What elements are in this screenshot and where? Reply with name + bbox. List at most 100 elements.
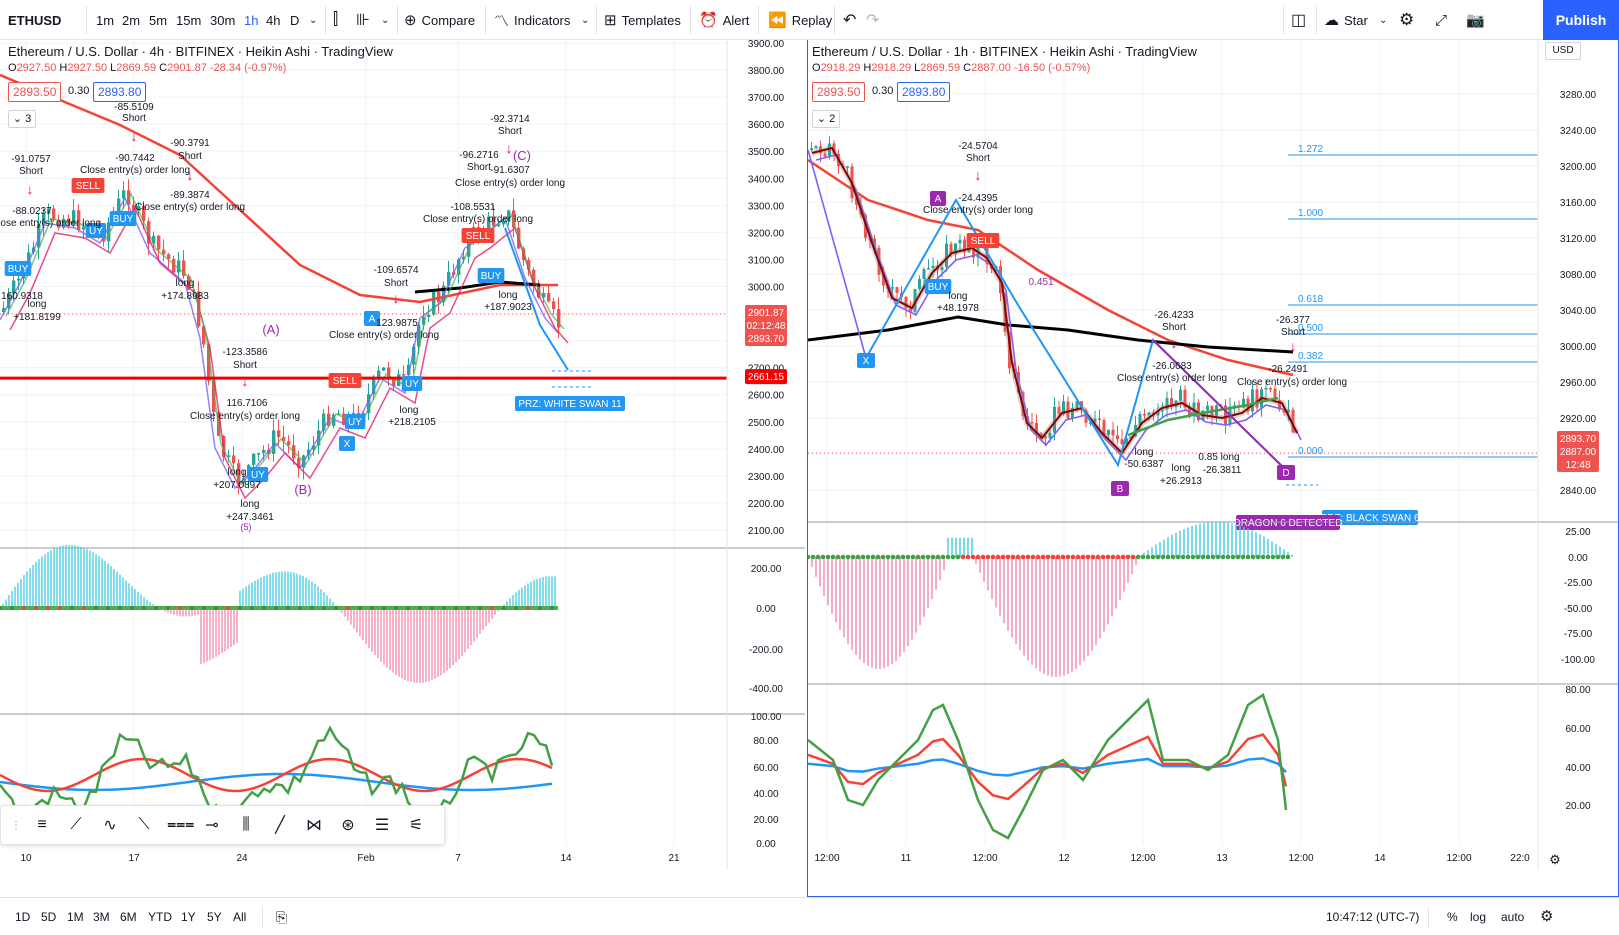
undo-icon[interactable]: ↶ [843, 12, 857, 29]
strategy-annotation: -91.0757 [11, 154, 51, 165]
price-axis-label: 3100.00 [748, 255, 785, 266]
xabcd-icon[interactable]: ⋈ [306, 817, 322, 834]
ask-button[interactable]: 2893.80 [897, 82, 951, 102]
measure-icon[interactable]: ⫼ [242, 816, 250, 833]
replay-button[interactable]: ⏪ Replay [768, 0, 832, 40]
macd-dot [1080, 554, 1086, 560]
templates-label: Templates [621, 12, 681, 28]
symbol-search[interactable]: ETHUSD [8, 12, 62, 28]
bid-button[interactable]: 2893.50 [8, 82, 62, 102]
fib-icon[interactable]: ⩶ [167, 816, 195, 833]
price-axis-label: 3500.00 [748, 147, 785, 158]
range-ytd[interactable]: YTD [148, 910, 172, 924]
candle [117, 198, 121, 213]
ray-icon[interactable]: ╱ [275, 817, 285, 834]
compare-button[interactable]: ⊕ Compare [404, 0, 475, 40]
interval-1m[interactable]: 1m [96, 12, 115, 28]
countdown-tag: 02:12:48 [747, 321, 786, 332]
fullscreen-icon[interactable]: ⤢ [1435, 11, 1448, 29]
publish-button[interactable]: Publish [1543, 0, 1619, 40]
indicators-icon: 〽 [494, 12, 510, 30]
macd-dot [1090, 554, 1096, 560]
chart-pane-right[interactable]: 1.272 1.000 0.618 0.500 0.382 0.000 0.451 3280.… [807, 40, 1619, 897]
gear-icon[interactable]: ⚙ [1540, 908, 1554, 925]
list-icon[interactable]: ☰ [374, 817, 390, 834]
macd-dot [1030, 554, 1036, 560]
candle [1156, 410, 1160, 416]
interval-4h[interactable]: 4h [266, 12, 281, 28]
chevron-down-icon[interactable]: ⌄ [581, 14, 590, 26]
interval-2m[interactable]: 2m [122, 12, 141, 28]
indicators-button[interactable]: 〽 Indicators [494, 0, 570, 40]
indicator-collapse-button[interactable]: ⌄ 3 [8, 110, 36, 128]
interval-5m[interactable]: 5m [149, 12, 168, 28]
candle [202, 326, 206, 345]
pattern-a: A [935, 194, 942, 205]
time-axis-label: 12:00 [1446, 853, 1471, 864]
candle [954, 243, 957, 255]
range-1y[interactable]: 1Y [181, 910, 196, 924]
chart-pane-left[interactable]: 3900.00 3800.00 3700.00 3600.00 3500.00 3400.… [0, 40, 805, 897]
brush-icon[interactable]: ⊛ [341, 817, 355, 834]
chart-canvas-right[interactable]: 1.272 1.000 0.618 0.500 0.382 0.000 0.451 3280.… [808, 40, 1619, 897]
chart-canvas-left[interactable]: 3900.00 3800.00 3700.00 3600.00 3500.00 3400.… [0, 40, 805, 897]
interval-15m[interactable]: 15m [176, 12, 202, 28]
interval-1h[interactable]: 1h [244, 12, 259, 28]
currency-button[interactable]: USD [1545, 42, 1581, 60]
rsi-red-line [0, 757, 553, 793]
candle [1278, 400, 1281, 410]
strategy-annotation: -26.4233 [1154, 310, 1194, 321]
strategy-annotation: Close entry(s) order long [423, 214, 533, 225]
auto-toggle[interactable]: auto [1501, 910, 1525, 924]
candles-icon[interactable]: ⊪ [356, 12, 370, 29]
macd-dot [1260, 554, 1266, 560]
settings-list-icon[interactable]: ⚟ [408, 817, 424, 834]
star-button[interactable]: ☁ Star [1324, 0, 1368, 40]
log-toggle[interactable]: log [1470, 910, 1487, 924]
camera-icon[interactable]: 📷 [1466, 12, 1485, 29]
gear-icon[interactable]: ⚙ [1399, 10, 1415, 29]
macd-dot [1125, 554, 1131, 560]
macd-dot [334, 606, 338, 610]
macd-dot [960, 554, 966, 560]
redo-icon[interactable]: ↷ [866, 12, 880, 29]
macd-dot [1060, 554, 1066, 560]
chevron-down-icon[interactable]: ⌄ [309, 14, 318, 26]
alert-button[interactable]: ⏰ Alert [699, 0, 749, 40]
macd-dot [358, 606, 362, 610]
pattern-icon[interactable]: ∿ [103, 817, 117, 834]
candle [963, 239, 966, 253]
chevron-down-icon[interactable]: ⌄ [381, 14, 390, 26]
buy-signal: BUY [928, 282, 949, 293]
percent-toggle[interactable]: % [1447, 910, 1458, 924]
interval-30m[interactable]: 30m [210, 12, 236, 28]
range-3m[interactable]: 3M [93, 910, 110, 924]
polyline-icon[interactable]: ⟋ [70, 816, 82, 833]
bar-style-icon[interactable]: ⫿ [333, 11, 339, 28]
bid-button[interactable]: 2893.50 [812, 82, 866, 102]
chevron-down-icon[interactable]: ⌄ [1379, 14, 1388, 26]
range-5y[interactable]: 5Y [207, 910, 222, 924]
interval-d[interactable]: D [290, 12, 300, 28]
range-5d[interactable]: 5D [41, 910, 57, 924]
macd-dot [1150, 554, 1156, 560]
ma-black [414, 280, 541, 294]
range-1m[interactable]: 1M [67, 910, 84, 924]
range-all[interactable]: All [233, 910, 247, 924]
layout-icon[interactable]: ◫ [1291, 12, 1307, 29]
trend-line-icon[interactable]: ⟍ [138, 816, 150, 833]
ask-button[interactable]: 2893.80 [93, 82, 147, 102]
candle [972, 246, 975, 258]
templates-button[interactable]: ⊞ Templates [604, 0, 681, 40]
candle [137, 205, 141, 211]
horizontal-line-icon[interactable]: ⊸ [205, 817, 219, 834]
range-6m[interactable]: 6M [120, 910, 137, 924]
lines-icon[interactable]: ≡ [37, 816, 47, 833]
candle [1287, 409, 1290, 413]
range-1d[interactable]: 1D [15, 910, 31, 924]
indicator-collapse-button[interactable]: ⌄ 2 [812, 110, 840, 128]
buy-signal: UY [405, 379, 419, 390]
goto-date-icon[interactable]: ⎘ [276, 909, 288, 925]
drag-handle-icon[interactable]: ⋮ [11, 819, 21, 831]
strategy-annotation: -24.4395 [958, 193, 998, 204]
